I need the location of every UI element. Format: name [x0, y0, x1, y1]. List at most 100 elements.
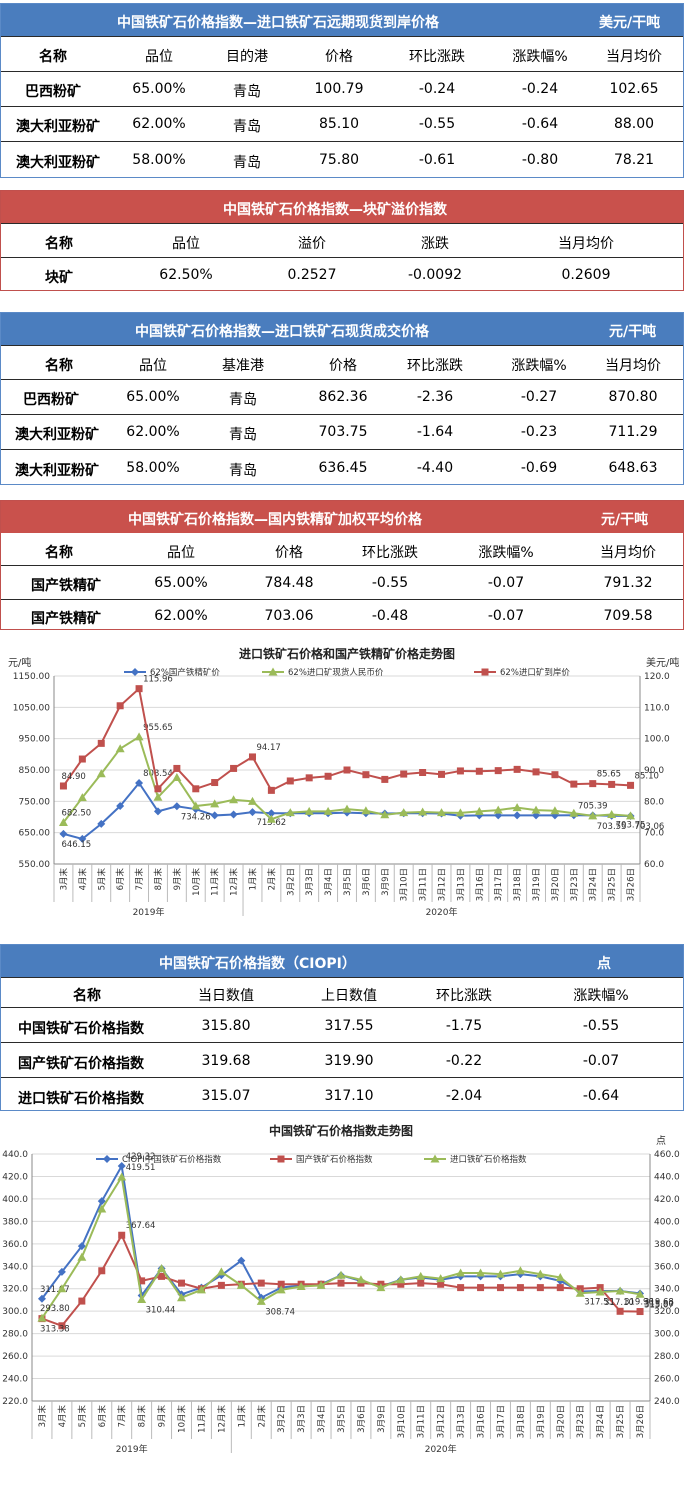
table2-body: 名称 品位 溢价 涨跌 当月均价 块矿 62.50% 0.2527 -0.009… — [1, 223, 683, 291]
table2-r1-avg: 0.2609 — [561, 267, 611, 283]
table2-r1-premium: 0.2527 — [287, 267, 337, 283]
y-tick-right: 70.0 — [644, 829, 664, 839]
table3-col-price: 价格 — [329, 358, 357, 374]
y-tick-right: 280.0 — [654, 1352, 680, 1362]
data-point — [457, 1284, 465, 1292]
table1-col-grade: 品位 — [145, 49, 173, 65]
table5-r2-pct: -0.07 — [582, 1053, 620, 1069]
x-tick-label: 3月10日 — [400, 868, 410, 901]
table3-col-name: 名称 — [45, 358, 73, 374]
table2-r1-change: -0.0092 — [407, 267, 463, 283]
table3-col-port: 基准港 — [222, 358, 264, 374]
table-row: 中国铁矿石价格指数 315.80 317.55 -1.75 -0.55 — [1, 1007, 683, 1042]
table4-panel: 中国铁矿石价格指数—国内铁精矿加权平均价格 元/干吨 名称 品位 价格 环比涨跌… — [0, 500, 684, 630]
table3-body: 名称 品位 基准港 价格 环比涨跌 涨跌幅% 当月均价 巴西粉矿 65.00% … — [1, 345, 683, 485]
table5-col-prev: 上日数值 — [321, 988, 377, 1004]
data-point — [438, 770, 446, 778]
data-point — [78, 1297, 86, 1305]
y-tick-right: 260.0 — [654, 1375, 680, 1385]
data-label: 313.38 — [40, 1325, 70, 1335]
right-axis-unit: 美元/吨 — [646, 656, 679, 669]
y-tick-left: 950.00 — [19, 735, 51, 745]
table4-title: 中国铁矿石价格指数—国内铁精矿加权平均价格 — [128, 512, 422, 528]
data-label: 84.90 — [61, 772, 85, 782]
data-point — [437, 1280, 445, 1288]
y-tick-left: 360.0 — [2, 1240, 28, 1250]
data-point — [304, 806, 314, 815]
data-label: 319.90 — [624, 1297, 654, 1307]
legend-swatch-marker — [131, 668, 139, 676]
table3-r3-port: 青岛 — [229, 463, 257, 479]
y-tick-right: 360.0 — [654, 1262, 680, 1272]
data-point — [210, 811, 219, 820]
data-point — [616, 1307, 624, 1315]
data-point — [342, 804, 352, 813]
y-tick-left: 420.0 — [2, 1172, 28, 1182]
x-tick-label: 3月24日 — [596, 1405, 606, 1438]
x-tick-label: 3月16日 — [475, 868, 485, 901]
table5-title: 中国铁矿石价格指数（CIOPI） — [159, 956, 356, 972]
table1-r1-pct: -0.24 — [521, 81, 559, 97]
year-label-2020: 2020年 — [425, 1443, 457, 1455]
data-point — [117, 1172, 127, 1181]
y-tick-right: 80.0 — [644, 797, 664, 807]
x-tick-label: 3月17日 — [496, 1405, 506, 1438]
table5-col-pct: 涨跌幅% — [573, 988, 629, 1004]
table1-col-price: 价格 — [325, 49, 353, 65]
data-point — [636, 1308, 644, 1316]
table2-col-change: 涨跌 — [421, 236, 449, 252]
x-tick-label: 12月末 — [216, 1405, 227, 1433]
data-label: 308.74 — [265, 1307, 295, 1317]
x-tick-label: 7月末 — [117, 1405, 128, 1428]
table2-header-row: 名称 品位 溢价 涨跌 当月均价 — [1, 223, 683, 257]
data-point — [535, 1269, 545, 1278]
table2-col-avg: 当月均价 — [558, 236, 614, 252]
x-tick-label: 3月2日 — [286, 868, 296, 896]
y-tick-right: 300.0 — [654, 1330, 680, 1340]
table2-r1-grade: 62.50% — [159, 267, 213, 283]
data-point — [237, 1256, 246, 1265]
data-point — [589, 780, 597, 788]
table5-r3-pct: -0.64 — [582, 1088, 620, 1104]
data-point — [495, 1269, 505, 1278]
x-tick-label: 11月末 — [196, 1405, 207, 1433]
table3-r3-avg: 648.63 — [608, 460, 658, 476]
data-point — [96, 769, 106, 778]
table1-r1-price: 100.79 — [314, 81, 364, 97]
x-tick-label: 3月4日 — [324, 868, 334, 896]
table2-col-name: 名称 — [45, 236, 73, 252]
data-point — [267, 809, 276, 818]
y-tick-right: 420.0 — [654, 1195, 680, 1205]
data-point — [248, 808, 257, 817]
data-point — [436, 1274, 446, 1283]
x-tick-label: 3月2日 — [277, 1405, 287, 1433]
y-tick-left: 260.0 — [2, 1352, 28, 1362]
y-tick-left: 650.00 — [19, 829, 51, 839]
table5-col-name: 名称 — [73, 988, 101, 1004]
table4-col-change: 环比涨跌 — [362, 545, 418, 561]
table1-col-pct: 涨跌幅% — [512, 49, 568, 65]
data-point — [400, 770, 408, 778]
data-point — [555, 1273, 565, 1281]
y-tick-right: 400.0 — [654, 1217, 680, 1227]
table2-title: 中国铁矿石价格指数—块矿溢价指数 — [223, 202, 447, 218]
x-tick-label: 3月18日 — [513, 868, 523, 901]
legend-label: 进口铁矿石价格指数 — [450, 1154, 527, 1165]
data-point — [276, 1285, 286, 1294]
table1-r1-port: 青岛 — [233, 84, 261, 100]
x-tick-label: 6月末 — [97, 1405, 108, 1428]
table-row: 国产铁精矿 65.00% 784.48 -0.55 -0.07 791.32 — [1, 565, 683, 599]
table3-r3-pct: -0.69 — [520, 460, 558, 476]
table3-r1-price: 862.36 — [318, 389, 368, 405]
data-point — [296, 1281, 306, 1290]
table3-panel: 中国铁矿石价格指数—进口铁矿石现货成交价格 元/干吨 名称 品位 基准港 价格 … — [0, 312, 684, 485]
x-tick-label: 8月末 — [153, 868, 164, 891]
x-tick-label: 3月5日 — [337, 1405, 347, 1433]
x-tick-label: 3月11日 — [417, 1405, 427, 1438]
data-label: 315.80 — [644, 1299, 674, 1309]
data-label: 367.64 — [126, 1221, 156, 1231]
data-point — [381, 775, 389, 783]
legend-swatch-marker — [103, 1155, 111, 1163]
table4-col-name: 名称 — [45, 545, 73, 561]
